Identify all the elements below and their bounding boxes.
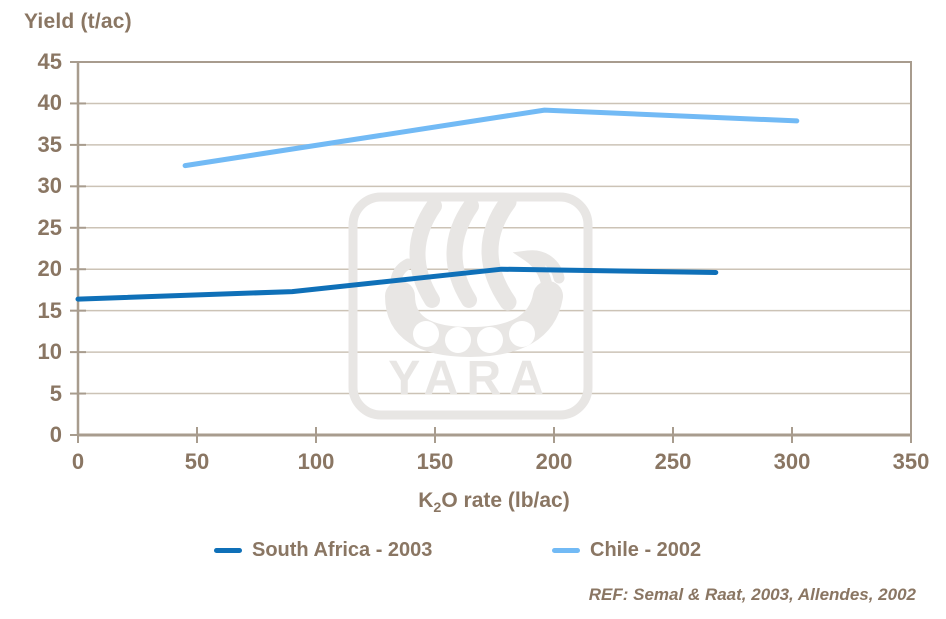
y-tick-label: 20: [37, 256, 62, 282]
ship-shields-icon: [413, 321, 535, 353]
x-tick-label: 350: [892, 449, 930, 474]
tick-marks: [70, 61, 912, 443]
y-tick-label: 10: [37, 339, 62, 365]
series-line-1: [182, 107, 800, 169]
x-tick-label: 200: [535, 449, 573, 474]
x-tick-label: 0: [71, 449, 85, 474]
x-tick-label: 250: [654, 449, 692, 474]
y-tick-label: 25: [37, 214, 62, 240]
reference-note: REF: Semal & Raat, 2003, Allendes, 2002: [588, 585, 916, 604]
y-tick-label: 15: [37, 297, 62, 323]
x-tick-label: 100: [297, 449, 335, 474]
x-tick-label: 150: [416, 449, 454, 474]
series-line-0: [75, 266, 719, 302]
legend-label-chile: Chile - 2002: [590, 538, 702, 561]
y-axis-title: Yield (t/ac): [24, 10, 132, 33]
watermark-text: YARA: [388, 352, 552, 405]
x-axis-label-subscript: 2: [433, 500, 442, 517]
y-tick-label: 0: [49, 422, 62, 447]
y-tick-label: 45: [37, 49, 62, 74]
y-tick-label: 35: [37, 131, 62, 157]
legend-swatch-south-africa: [214, 547, 242, 553]
legend-label-south-africa: South Africa - 2003: [252, 538, 433, 561]
x-tick-label: 300: [773, 449, 811, 474]
x-axis-label-prefix: K: [418, 489, 434, 512]
x-tick-label: 50: [184, 449, 210, 474]
y-tick-label: 5: [49, 380, 62, 406]
legend-item-chile: Chile - 2002: [552, 537, 701, 563]
legend-swatch-chile: [552, 547, 580, 553]
legend-item-south-africa: South Africa - 2003: [214, 537, 432, 563]
ship-sails-icon: [409, 193, 517, 311]
x-axis-label-suffix: O rate (lb/ac): [441, 489, 570, 512]
x-axis-label: K2O rate (lb/ac): [344, 489, 644, 516]
yara-watermark: YARA: [348, 192, 593, 420]
y-tick-label: 30: [37, 173, 62, 199]
y-tick-label: 40: [37, 90, 62, 116]
